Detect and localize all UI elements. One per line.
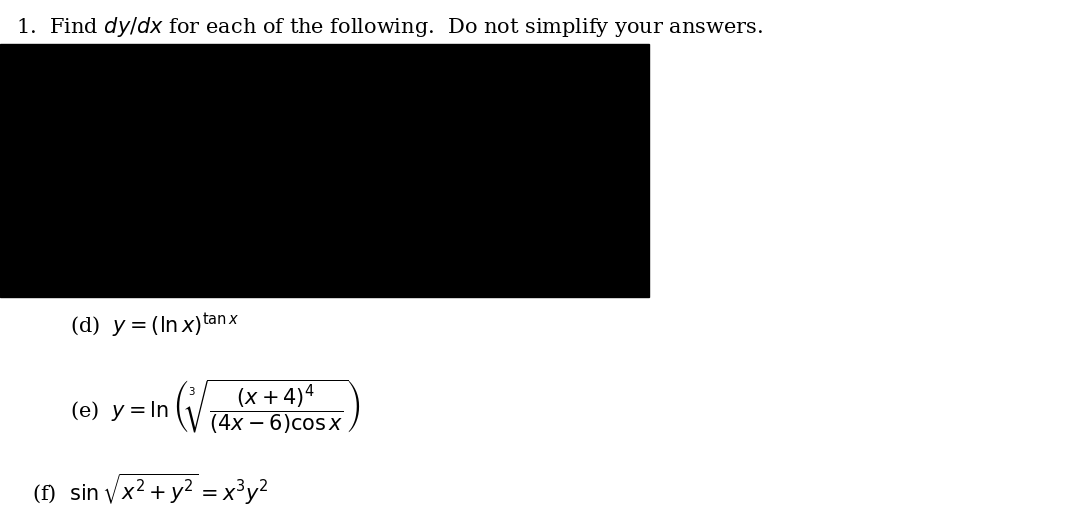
Text: (e)  $y = \ln \left( \sqrt[3]{\dfrac{(x+4)^4}{(4x-6)\cos x}} \right)$: (e) $y = \ln \left( \sqrt[3]{\dfrac{(x+4… — [70, 378, 360, 436]
Bar — [0, 44, 649, 297]
Text: 1.  Find $dy/dx$ for each of the following.  Do not simplify your answers.: 1. Find $dy/dx$ for each of the followin… — [16, 15, 763, 39]
Text: (d)  $y = (\ln x)^{\tan x}$: (d) $y = (\ln x)^{\tan x}$ — [70, 311, 239, 339]
Text: (f)  $\sin \sqrt{x^2 + y^2} = x^3 y^2$: (f) $\sin \sqrt{x^2 + y^2} = x^3 y^2$ — [32, 472, 269, 506]
